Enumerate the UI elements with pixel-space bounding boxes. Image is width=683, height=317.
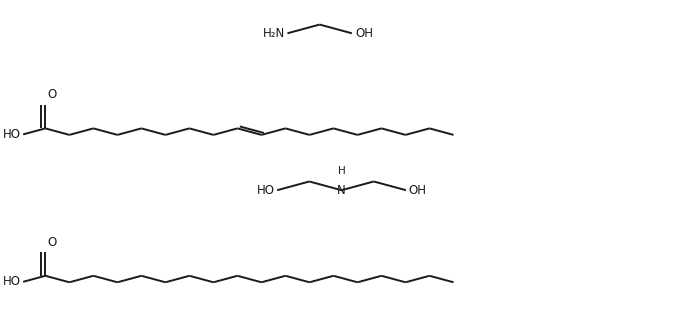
Text: HO: HO xyxy=(3,128,21,141)
Text: H₂N: H₂N xyxy=(263,27,285,40)
Text: O: O xyxy=(47,88,57,101)
Text: HO: HO xyxy=(3,275,21,288)
Text: O: O xyxy=(47,236,57,249)
Text: N: N xyxy=(337,184,346,197)
Text: HO: HO xyxy=(256,184,275,197)
Text: H: H xyxy=(337,166,346,176)
Text: OH: OH xyxy=(355,27,373,40)
Text: OH: OH xyxy=(408,184,427,197)
